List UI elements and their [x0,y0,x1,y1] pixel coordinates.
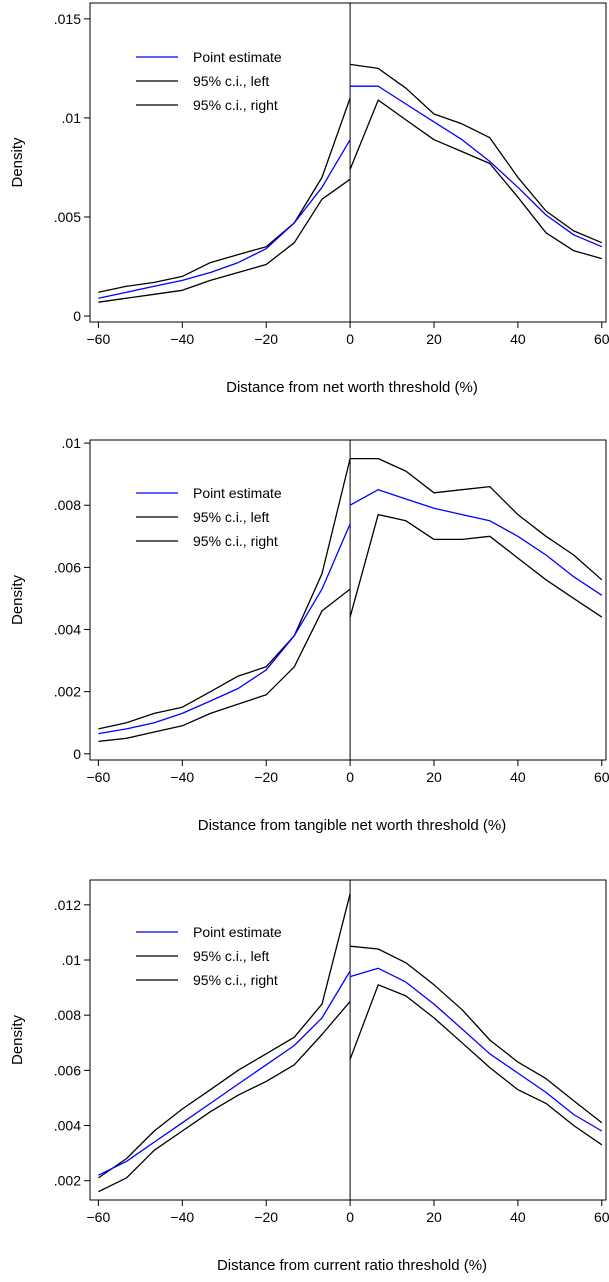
x-tick-label: −40 [170,1209,194,1225]
x-axis-title: Distance from net worth threshold (%) [226,379,478,396]
plot-frame [89,2,607,323]
series-line-point-estimate [98,85,603,299]
y-axis-title: Density [9,574,26,625]
series-line-point-estimate [98,967,603,1176]
x-tick-label: 40 [510,1209,526,1225]
chart-panel-3: −60 −40 −20 0 20 40 60 .002 .004 .006 .008 .01 .012 D… [9,879,609,1274]
y-tick-label: 0 [73,746,81,762]
x-axis-title: Distance from current ratio threshold (%… [217,1257,487,1274]
legend: Point estimate 95% c.i., left 95% c.i., ri… [136,49,282,113]
legend-label: Point estimate [193,49,282,65]
y-tick-label: .012 [54,897,81,913]
x-tick-label: −60 [87,1209,111,1225]
series-line-point-estimate [98,489,603,735]
series-line-95-c-i-right [98,99,602,303]
series-line-95-c-i-right [98,984,603,1193]
x-tick-label: 40 [510,331,526,347]
legend: Point estimate 95% c.i., left 95% c.i., ri… [136,924,282,988]
x-tick-label: −20 [254,1209,278,1225]
y-tick-label: .006 [54,1062,81,1078]
y-axis-title: Density [9,1014,26,1065]
x-tick-label: 0 [346,1209,354,1225]
chart-panel-2: −60 −40 −20 0 20 40 60 0 .002 .004 .006 .008 .01 Dist… [9,435,609,834]
x-tick-label: −20 [254,769,278,785]
legend-label: 95% c.i., left [193,73,269,89]
legend-label: 95% c.i., right [193,97,278,113]
y-tick-label: .006 [54,559,81,575]
chart-panel-1: −60 −40 −20 0 20 40 60 0 .005 .01 .015 Distance fro… [9,2,609,396]
y-tick-label: .01 [62,110,82,126]
x-tick-label: −60 [87,769,111,785]
y-tick-label: .01 [62,435,82,451]
legend-label: Point estimate [193,485,282,501]
y-tick-label: .01 [62,952,82,968]
y-tick-label: 0 [73,308,81,324]
x-tick-label: 60 [594,1209,609,1225]
x-tick-label: 0 [346,769,354,785]
legend: Point estimate 95% c.i., left 95% c.i., ri… [136,485,282,549]
x-tick-label: 0 [346,331,354,347]
x-tick-label: 20 [426,1209,442,1225]
x-tick-label: −20 [254,331,278,347]
y-tick-label: .005 [54,209,81,225]
y-tick-label: .008 [54,497,81,513]
x-axis-title: Distance from tangible net worth thresho… [198,817,506,834]
y-tick-label: .004 [54,622,81,638]
y-tick-label: .002 [54,684,81,700]
y-tick-label: .004 [54,1118,81,1134]
x-tick-label: 20 [426,769,442,785]
x-tick-label: 20 [426,331,442,347]
x-tick-label: −40 [170,331,194,347]
plot-frame [89,439,607,761]
series-line-95-c-i-left [98,63,603,293]
legend-label: 95% c.i., right [193,972,278,988]
y-axis-title: Density [9,137,26,188]
legend-label: Point estimate [193,924,282,940]
y-tick-label: .008 [54,1007,81,1023]
series-line-95-c-i-left [98,457,603,730]
x-tick-label: 60 [594,331,609,347]
y-tick-label: .015 [54,11,81,27]
x-tick-label: −60 [87,331,111,347]
legend-label: 95% c.i., left [193,948,269,964]
y-tick-label: .002 [54,1173,81,1189]
legend-label: 95% c.i., left [193,509,269,525]
series-line-95-c-i-left [98,893,603,1179]
x-tick-label: 40 [510,769,526,785]
x-tick-label: −40 [170,769,194,785]
series-line-95-c-i-right [98,513,603,743]
plot-frame [89,879,607,1201]
x-tick-label: 60 [594,769,609,785]
legend-label: 95% c.i., right [193,533,278,549]
